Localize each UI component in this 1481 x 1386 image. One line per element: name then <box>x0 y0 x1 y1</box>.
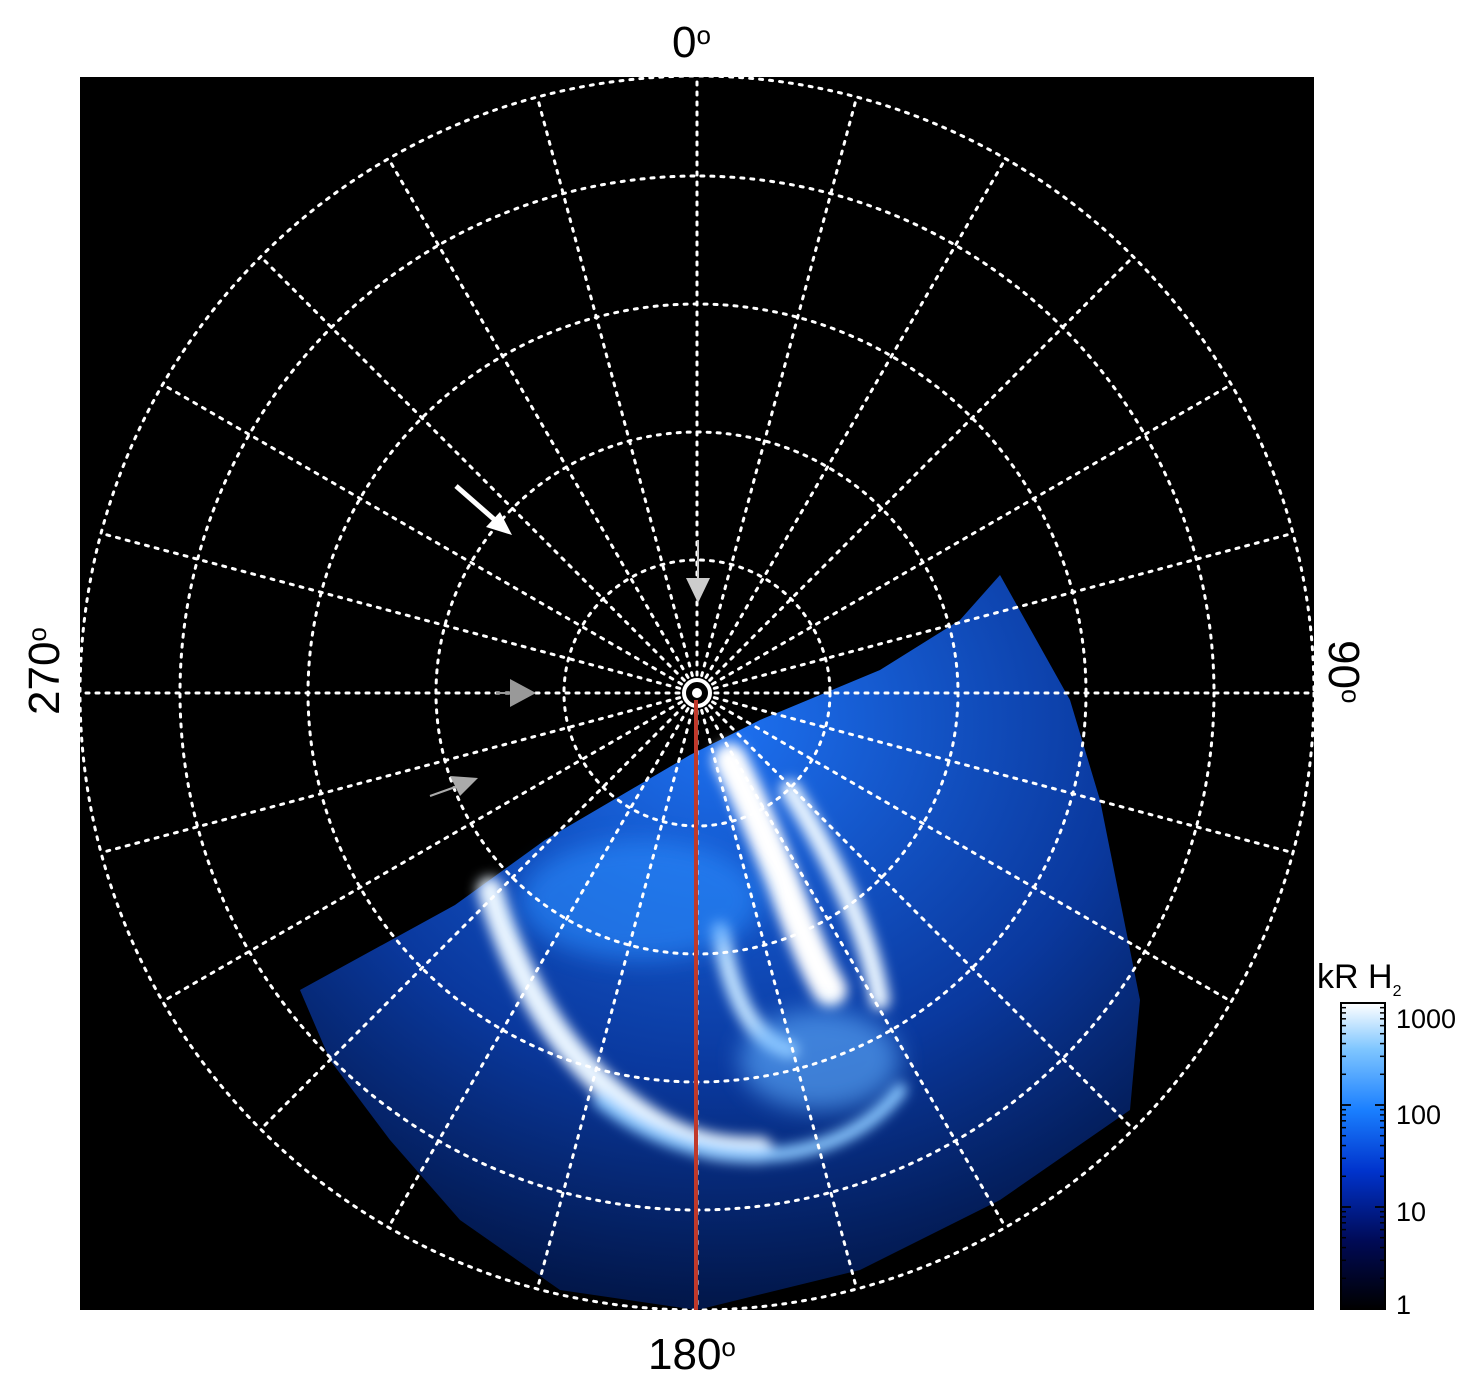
axis-label-bottom: 180o <box>648 1330 736 1379</box>
grid-meridian <box>704 157 1007 679</box>
grid-meridian <box>99 696 682 855</box>
grid-meridian <box>711 700 1233 1003</box>
colorbar-tick-label: 100 <box>1396 1100 1442 1130</box>
grid-meridian <box>259 255 686 682</box>
grey-arrow-down-icon <box>686 540 710 603</box>
colorbar-tick-label: 1 <box>1396 1290 1412 1320</box>
grey-arrow-diagonal-icon <box>429 776 478 797</box>
colorbar <box>1340 1002 1386 1310</box>
colorbar-title: kR H2 <box>1317 958 1402 1000</box>
grid-meridian <box>161 383 683 686</box>
grid-meridian <box>387 707 690 1229</box>
grid-meridian <box>708 255 1135 682</box>
grid-meridian <box>711 383 1233 686</box>
grid-meridian <box>708 704 1135 1131</box>
axis-label-top: 0o <box>672 18 711 67</box>
grid-meridian <box>259 704 686 1131</box>
grid-meridian <box>161 700 683 1003</box>
grid-meridian <box>99 531 682 690</box>
grid-meridian <box>700 95 859 678</box>
colorbar-tick-label: 10 <box>1396 1197 1427 1227</box>
grid-meridian <box>387 157 690 679</box>
grid-meridian <box>700 708 859 1291</box>
polar-grid <box>80 77 1314 1310</box>
white-arrow-icon <box>454 484 512 535</box>
grey-arrow-right-icon <box>496 679 536 707</box>
aurora-emission-image <box>300 575 1140 1310</box>
grid-meridian <box>704 707 1007 1229</box>
axis-label-right: 90o <box>1319 640 1368 704</box>
axis-label-left: 270o <box>20 627 69 715</box>
grid-meridian <box>535 95 694 678</box>
grid-meridian <box>712 531 1295 690</box>
colorbar-tick-label: 1000 <box>1396 1004 1457 1034</box>
grid-meridian <box>535 708 694 1291</box>
grid-meridian <box>712 696 1295 855</box>
